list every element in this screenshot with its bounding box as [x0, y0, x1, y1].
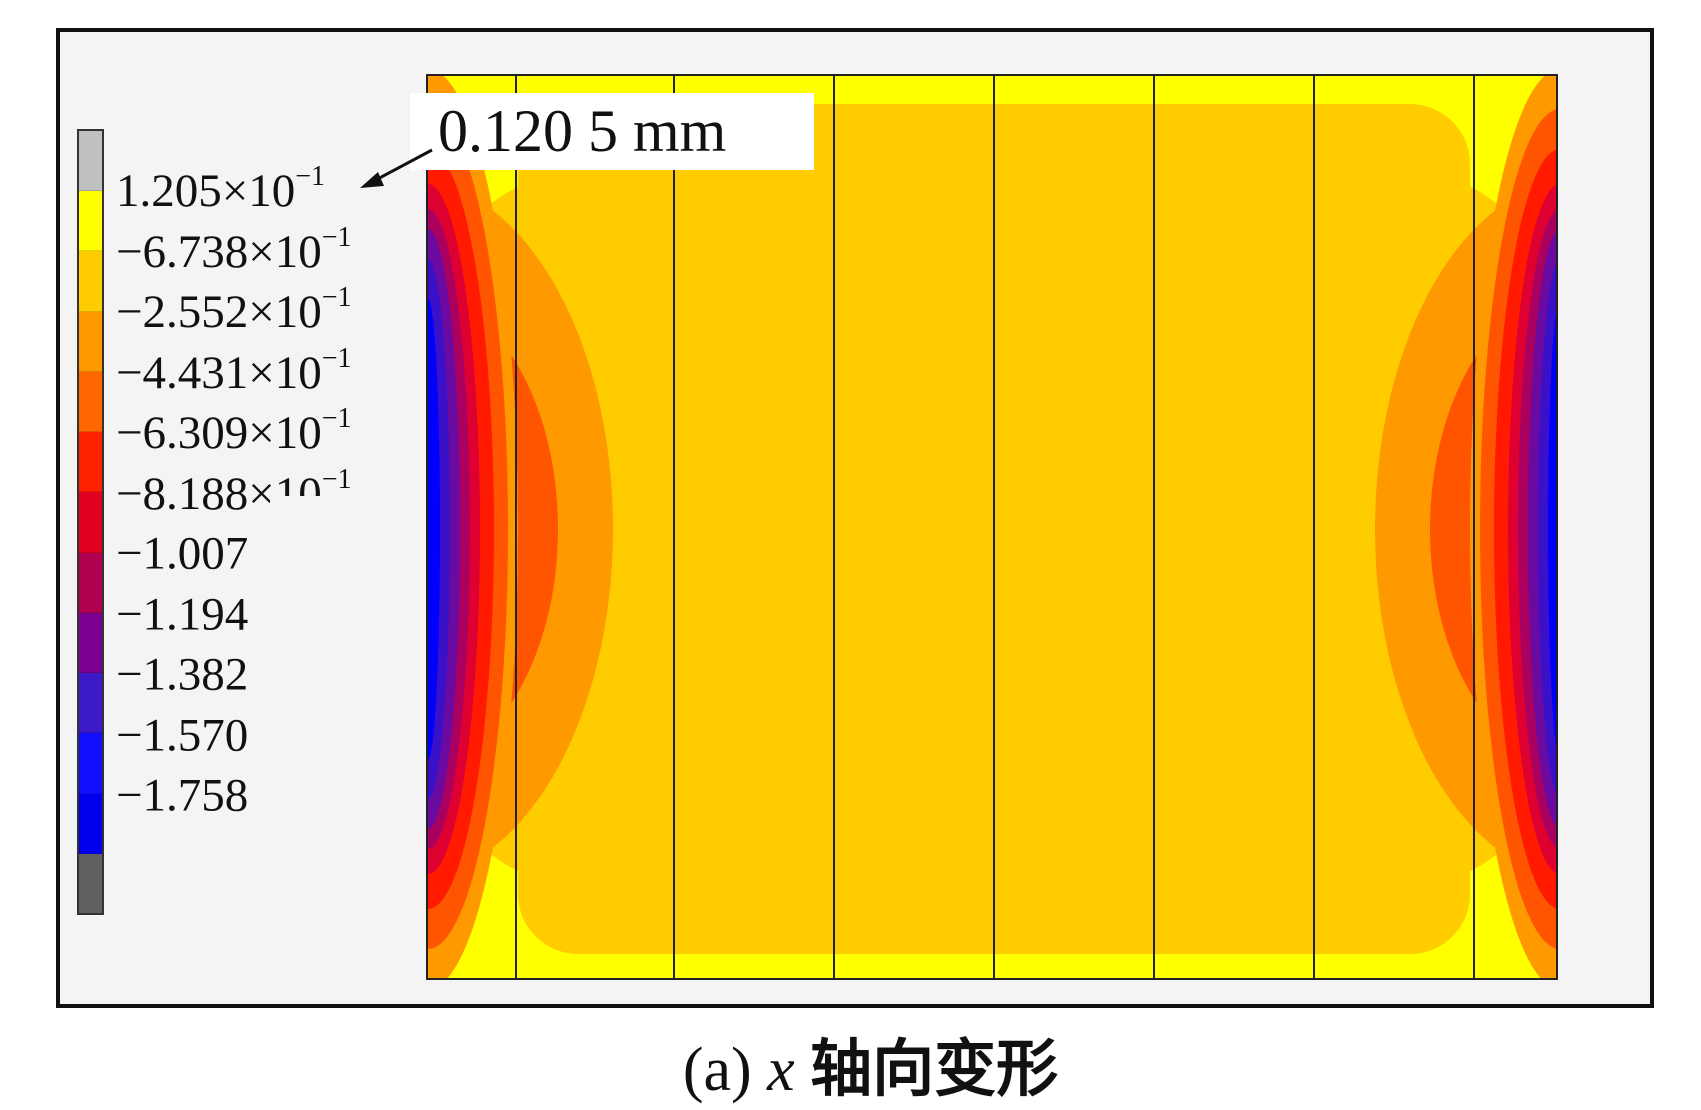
legend-swatch	[79, 131, 102, 192]
caption-axis-symbol: x	[767, 1036, 795, 1104]
max-value-text: 0.120 5 mm	[438, 98, 727, 164]
legend-swatch	[79, 311, 102, 372]
legend-label-value: −4.431×10	[116, 346, 322, 399]
legend-label-exponent: −1	[321, 282, 352, 314]
label-mask	[270, 496, 410, 552]
caption-text: 轴向变形	[810, 1032, 1059, 1105]
legend-label: 1.205×10−1	[116, 163, 325, 218]
legend-swatch	[79, 793, 102, 854]
legend-label-value: −6.309×10	[116, 407, 322, 460]
color-legend-bar	[77, 129, 104, 915]
legend-label: −1.194	[116, 591, 248, 638]
legend-label-value: −1.570	[116, 709, 249, 762]
legend-swatch	[79, 371, 102, 433]
legend-label-exponent: −1	[321, 403, 352, 435]
legend-label-exponent: −1	[321, 463, 352, 495]
legend-label: −1.570	[116, 712, 248, 759]
contour-svg	[428, 76, 1556, 978]
legend-label-value: −6.738×10	[116, 225, 322, 278]
contour-right-edge-band	[1548, 312, 1556, 746]
legend-label: −1.007	[116, 527, 249, 580]
legend-swatch	[79, 251, 102, 312]
legend-label-exponent: −1	[321, 343, 352, 375]
legend-label-value: −2.552×10	[116, 286, 322, 339]
figure-caption: (a) x 轴向变形	[0, 1036, 1701, 1104]
legend-swatch	[79, 191, 102, 252]
legend-label-exponent: −1	[295, 161, 326, 193]
legend-swatch	[79, 432, 102, 493]
legend-label-exponent: −1	[321, 222, 352, 254]
legend-swatch	[79, 853, 102, 914]
legend-label: −6.738×10−1	[116, 224, 352, 278]
legend-swatch	[79, 552, 102, 613]
legend-label-value: −1.758	[116, 769, 249, 822]
legend-label: −1.382	[116, 648, 249, 701]
legend-label: −1.758	[116, 769, 249, 822]
deformation-contour-plot	[426, 74, 1558, 980]
legend-swatch	[79, 733, 102, 794]
legend-swatch	[79, 673, 102, 734]
max-value-label: 0.120 5 mm	[410, 93, 814, 170]
legend-label-value: −1.007	[116, 527, 249, 580]
legend-label-value: 1.205×10	[116, 165, 296, 218]
legend-label: −6.309×10−1	[116, 405, 352, 460]
legend-label-value: −1.194	[116, 588, 249, 641]
legend-label: −2.552×10−1	[116, 284, 352, 339]
legend-swatch	[79, 612, 102, 674]
legend-label: −4.431×10−1	[116, 345, 352, 399]
legend-swatch	[79, 492, 102, 553]
caption-prefix: (a)	[682, 1036, 752, 1104]
legend-label-value: −1.382	[116, 648, 249, 701]
contour-left-edge-band	[428, 299, 440, 759]
